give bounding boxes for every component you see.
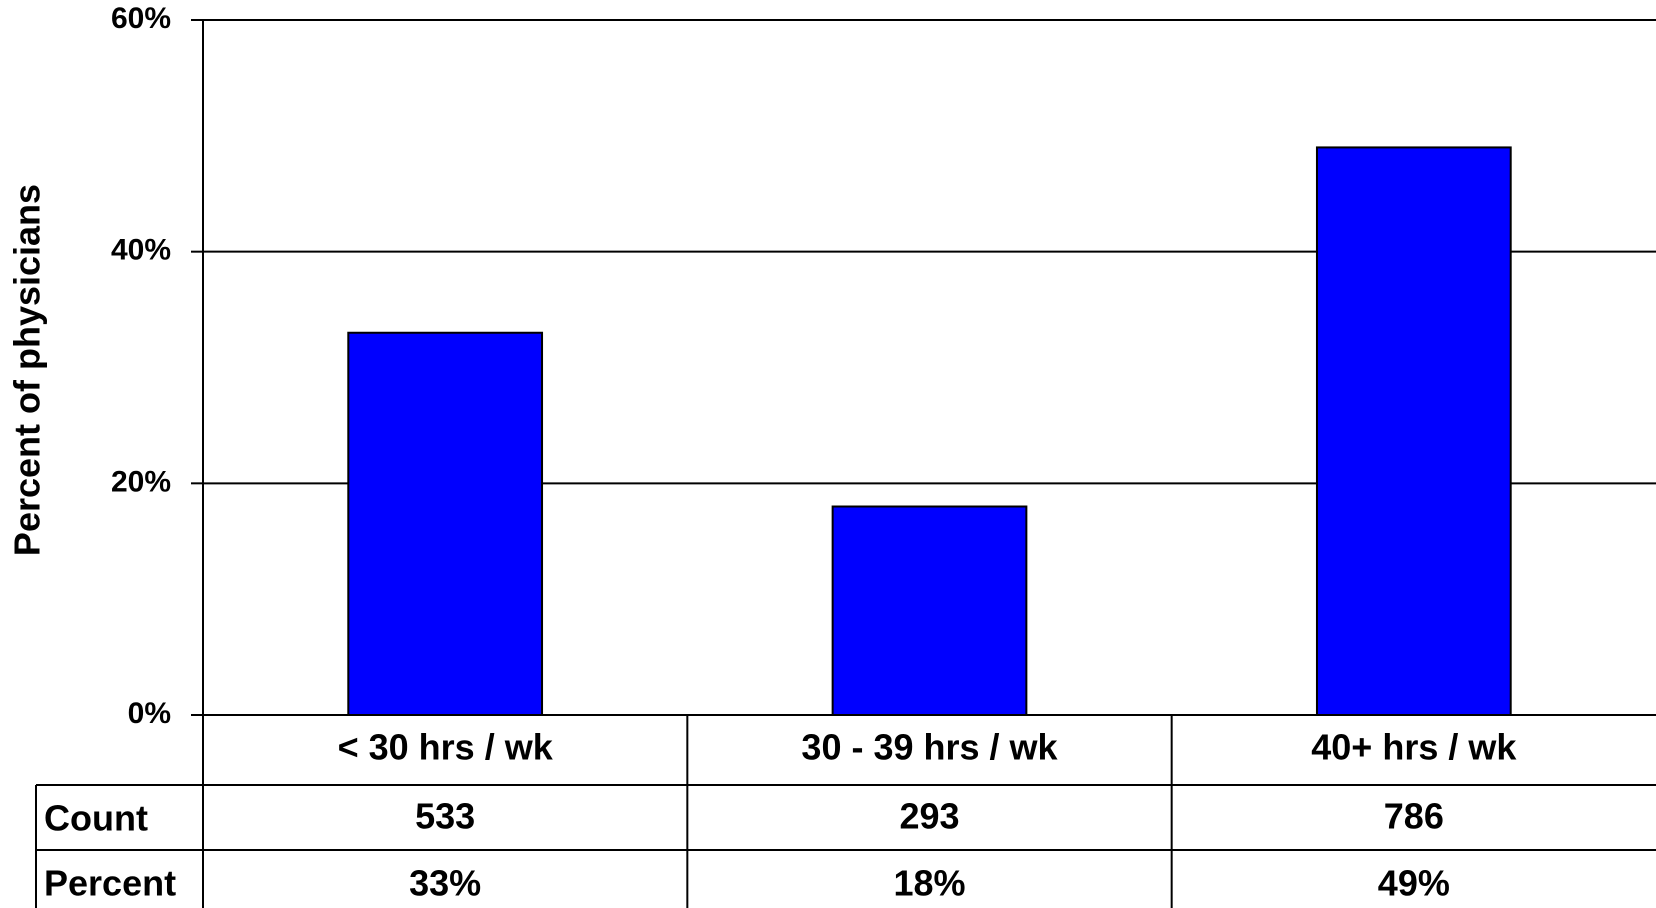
percent-cell: 33% [409, 863, 481, 904]
row-label: Count [44, 798, 148, 839]
count-cell: 293 [899, 796, 959, 837]
y-tick-label: 20% [111, 465, 171, 498]
count-cell: 786 [1384, 796, 1444, 837]
bar [1315, 146, 1512, 716]
x-tick-label: 30 - 39 hrs / wk [801, 727, 1058, 768]
y-tick-label: 0% [128, 697, 171, 730]
percent-cell: 18% [893, 863, 965, 904]
y-tick-label: 60% [111, 2, 171, 35]
x-tick-label: < 30 hrs / wk [338, 727, 554, 768]
percent-cell: 49% [1378, 863, 1450, 904]
y-tick-label: 40% [111, 234, 171, 267]
y-axis-label: Percent of physicians [7, 184, 48, 556]
bar [831, 505, 1028, 716]
row-label: Percent [44, 863, 176, 904]
bar [347, 331, 544, 716]
x-tick-label: 40+ hrs / wk [1311, 727, 1517, 768]
count-cell: 533 [415, 796, 475, 837]
